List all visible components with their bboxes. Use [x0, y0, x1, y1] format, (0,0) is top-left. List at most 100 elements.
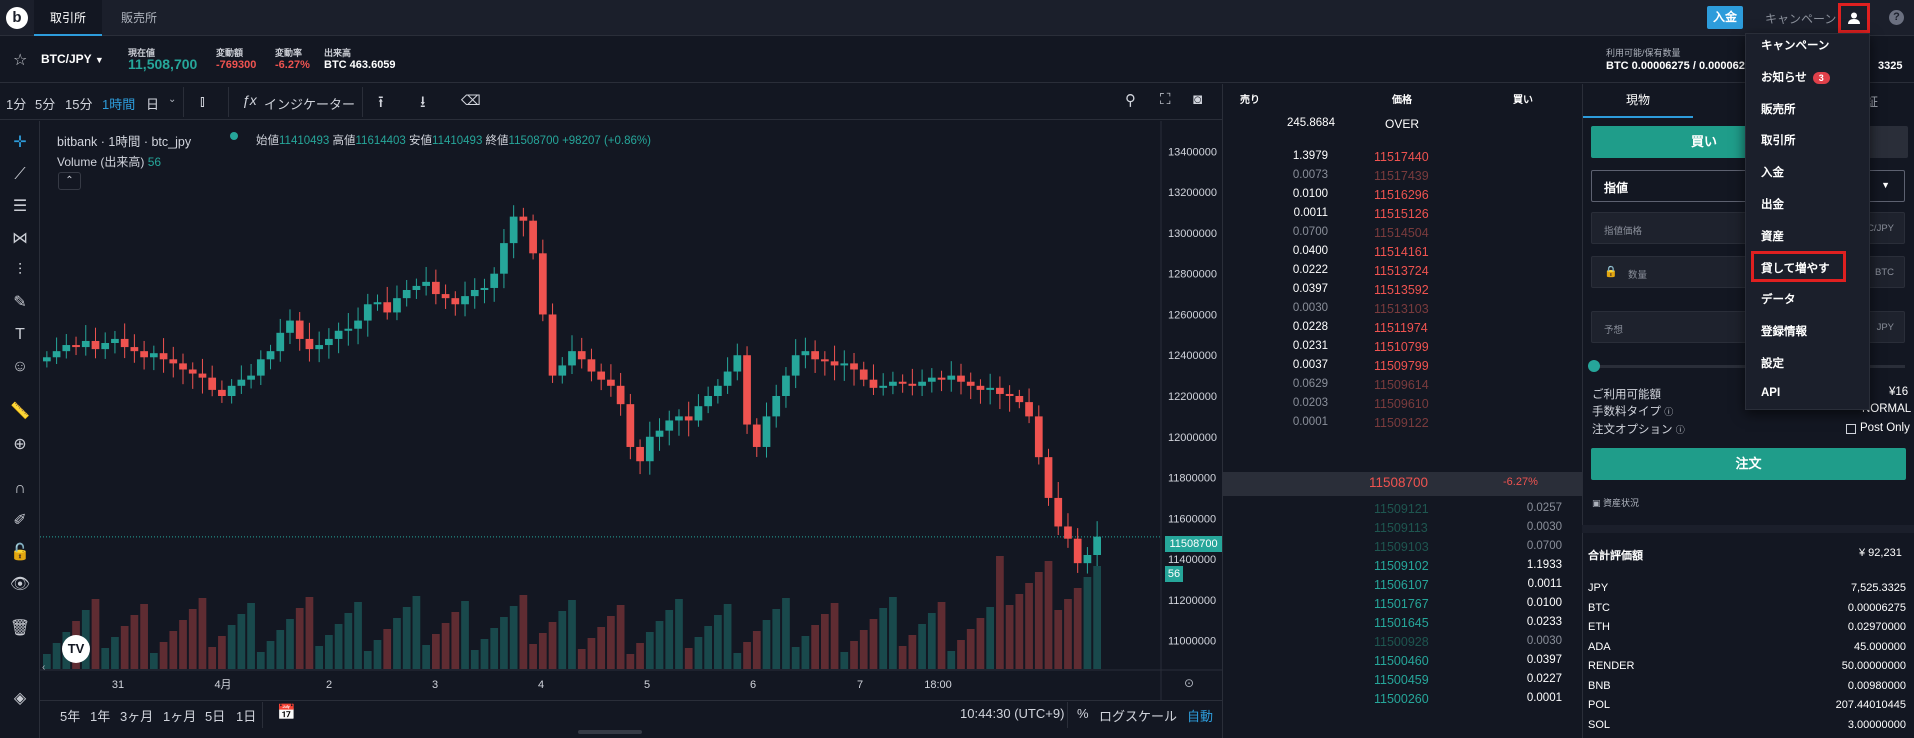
bid-price[interactable]: 11500460: [1374, 654, 1429, 668]
info-icon[interactable]: ⓘ: [1675, 425, 1685, 435]
ask-price[interactable]: 11513724: [1374, 264, 1429, 278]
percent-toggle[interactable]: %: [1077, 706, 1089, 721]
deposit-button[interactable]: 入金: [1707, 6, 1743, 29]
ask-price[interactable]: 11517440: [1374, 150, 1429, 164]
bitbank-logo[interactable]: b: [6, 7, 28, 29]
menu-sales[interactable]: 販売所: [1761, 101, 1796, 117]
place-order-button[interactable]: 注文: [1591, 448, 1906, 480]
bid-price[interactable]: 11500928: [1374, 635, 1429, 649]
tab-sales[interactable]: 販売所: [120, 11, 157, 25]
asset-status-link[interactable]: ▣ 資産状況: [1592, 496, 1639, 509]
brush-icon[interactable]: ✎: [13, 294, 27, 311]
bid-price[interactable]: 11500260: [1374, 692, 1429, 706]
info-icon[interactable]: ⓘ: [1664, 407, 1674, 417]
fullscreen-icon[interactable]: ⛶: [1160, 91, 1171, 108]
ask-price[interactable]: 11517439: [1374, 169, 1429, 183]
calendar-icon[interactable]: 📅: [277, 704, 296, 721]
emoji-icon[interactable]: ☺: [11, 358, 29, 375]
eraser-icon[interactable]: ⌫: [461, 92, 481, 108]
ruler-icon[interactable]: 📏: [10, 403, 30, 420]
timeframe-1m[interactable]: 1分: [6, 97, 27, 112]
lock-icon[interactable]: 🔓: [10, 544, 30, 561]
menu-settings[interactable]: 設定: [1761, 355, 1784, 371]
ask-price[interactable]: 11510799: [1374, 340, 1429, 354]
menu-exchange[interactable]: 取引所: [1761, 132, 1796, 148]
amount-slider-handle[interactable]: [1588, 360, 1600, 372]
range-1y[interactable]: 1年: [90, 709, 111, 724]
ask-price[interactable]: 11509799: [1374, 359, 1429, 373]
menu-assets[interactable]: 資産: [1761, 228, 1784, 244]
campaign-link[interactable]: キャンペーン: [1765, 12, 1837, 26]
layers-icon[interactable]: ◈: [13, 690, 27, 707]
eye-icon[interactable]: 👁: [9, 576, 31, 593]
help-icon[interactable]: ?: [1889, 10, 1904, 25]
chevron-left-icon[interactable]: ‹: [42, 662, 46, 673]
zoom-icon[interactable]: ⚲: [1125, 92, 1136, 109]
menu-data[interactable]: データ: [1761, 291, 1796, 307]
menu-withdraw[interactable]: 出金: [1761, 196, 1784, 212]
tab-spot[interactable]: 現物: [1583, 84, 1693, 118]
timeframe-5m[interactable]: 5分: [35, 97, 56, 112]
ask-price[interactable]: 11516296: [1374, 188, 1429, 202]
pattern-icon[interactable]: ⋈: [12, 230, 28, 247]
timeframe-1h[interactable]: 1時間: [102, 97, 136, 112]
menu-api[interactable]: API: [1761, 387, 1780, 399]
bid-price[interactable]: 11500459: [1374, 673, 1429, 687]
lock-icon[interactable]: 🔒: [1604, 266, 1618, 278]
bid-price[interactable]: 11501767: [1374, 597, 1429, 611]
price-chart[interactable]: 13400000 13200000 13000000 12800000 12600000…: [40, 121, 1222, 701]
bid-price[interactable]: 11509102: [1374, 559, 1429, 573]
chevron-down-icon[interactable]: ⌄: [168, 94, 177, 105]
menu-notices[interactable]: お知らせ 3: [1761, 69, 1830, 85]
ask-price[interactable]: 11509610: [1374, 397, 1429, 411]
trendline-icon[interactable]: ⟋: [14, 166, 26, 183]
auto-scale-toggle[interactable]: 自動: [1187, 709, 1214, 724]
zoom-in-icon[interactable]: ⊕: [13, 436, 27, 453]
range-3m[interactable]: 3ヶ月: [120, 709, 154, 724]
tab-exchange[interactable]: 取引所: [34, 0, 102, 36]
collapse-legend-button[interactable]: ⌃: [58, 172, 81, 190]
ask-price[interactable]: 11515126: [1374, 207, 1429, 221]
post-only-checkbox[interactable]: [1846, 424, 1856, 434]
timeframe-day[interactable]: 日: [146, 97, 160, 112]
bid-price[interactable]: 11509121: [1374, 502, 1429, 516]
timeframe-15m[interactable]: 15分: [65, 97, 93, 112]
bid-price[interactable]: 11509113: [1374, 521, 1428, 535]
range-1d[interactable]: 1日: [236, 709, 257, 724]
menu-deposit[interactable]: 入金: [1761, 164, 1784, 180]
horizontal-lines-icon[interactable]: ☰: [12, 198, 28, 215]
camera-icon[interactable]: ◙: [1193, 91, 1203, 108]
function-icon[interactable]: ƒx: [242, 92, 257, 108]
menu-lending[interactable]: 貸して増やす: [1761, 260, 1830, 276]
menu-campaign[interactable]: キャンペーン: [1761, 37, 1829, 53]
menu-profile[interactable]: 登録情報: [1761, 323, 1807, 339]
ask-price[interactable]: 11511974: [1374, 321, 1428, 335]
pair-selector[interactable]: BTC/JPY ▼: [41, 52, 104, 66]
indicator-button[interactable]: インジケーター: [264, 97, 356, 112]
candle-type-icon[interactable]: ⫾: [200, 93, 205, 110]
log-scale-toggle[interactable]: ログスケール: [1099, 709, 1178, 724]
lock-draw-icon[interactable]: ✐: [13, 512, 27, 529]
range-1m[interactable]: 1ヶ月: [163, 709, 197, 724]
crosshair-icon[interactable]: ✛: [13, 134, 27, 151]
download-icon[interactable]: ⭳: [420, 94, 426, 111]
bid-price[interactable]: 11501645: [1374, 616, 1429, 630]
ask-price[interactable]: 11513103: [1374, 302, 1429, 316]
bid-price[interactable]: 11509103: [1374, 540, 1429, 554]
range-5d[interactable]: 5日: [205, 709, 226, 724]
range-5y[interactable]: 5年: [60, 709, 81, 724]
sell-toggle-button[interactable]: [1864, 126, 1908, 158]
ask-price[interactable]: 11509122: [1374, 416, 1429, 430]
ask-price[interactable]: 11514504: [1374, 226, 1429, 240]
star-icon[interactable]: ☆: [13, 52, 28, 69]
user-menu-button[interactable]: [1838, 3, 1870, 33]
chart-svg[interactable]: 13400000 13200000 13000000 12800000 12600000…: [40, 121, 1222, 701]
ask-price[interactable]: 11513592: [1374, 283, 1429, 297]
fib-icon[interactable]: ⫶: [17, 262, 22, 279]
upload-icon[interactable]: ⭱: [378, 94, 384, 111]
horizontal-scrollbar[interactable]: [578, 730, 642, 734]
text-icon[interactable]: T: [15, 326, 25, 343]
tradingview-logo[interactable]: TV: [62, 635, 90, 663]
magnet-icon[interactable]: ∩: [14, 480, 26, 497]
bid-price[interactable]: 11506107: [1374, 578, 1429, 592]
